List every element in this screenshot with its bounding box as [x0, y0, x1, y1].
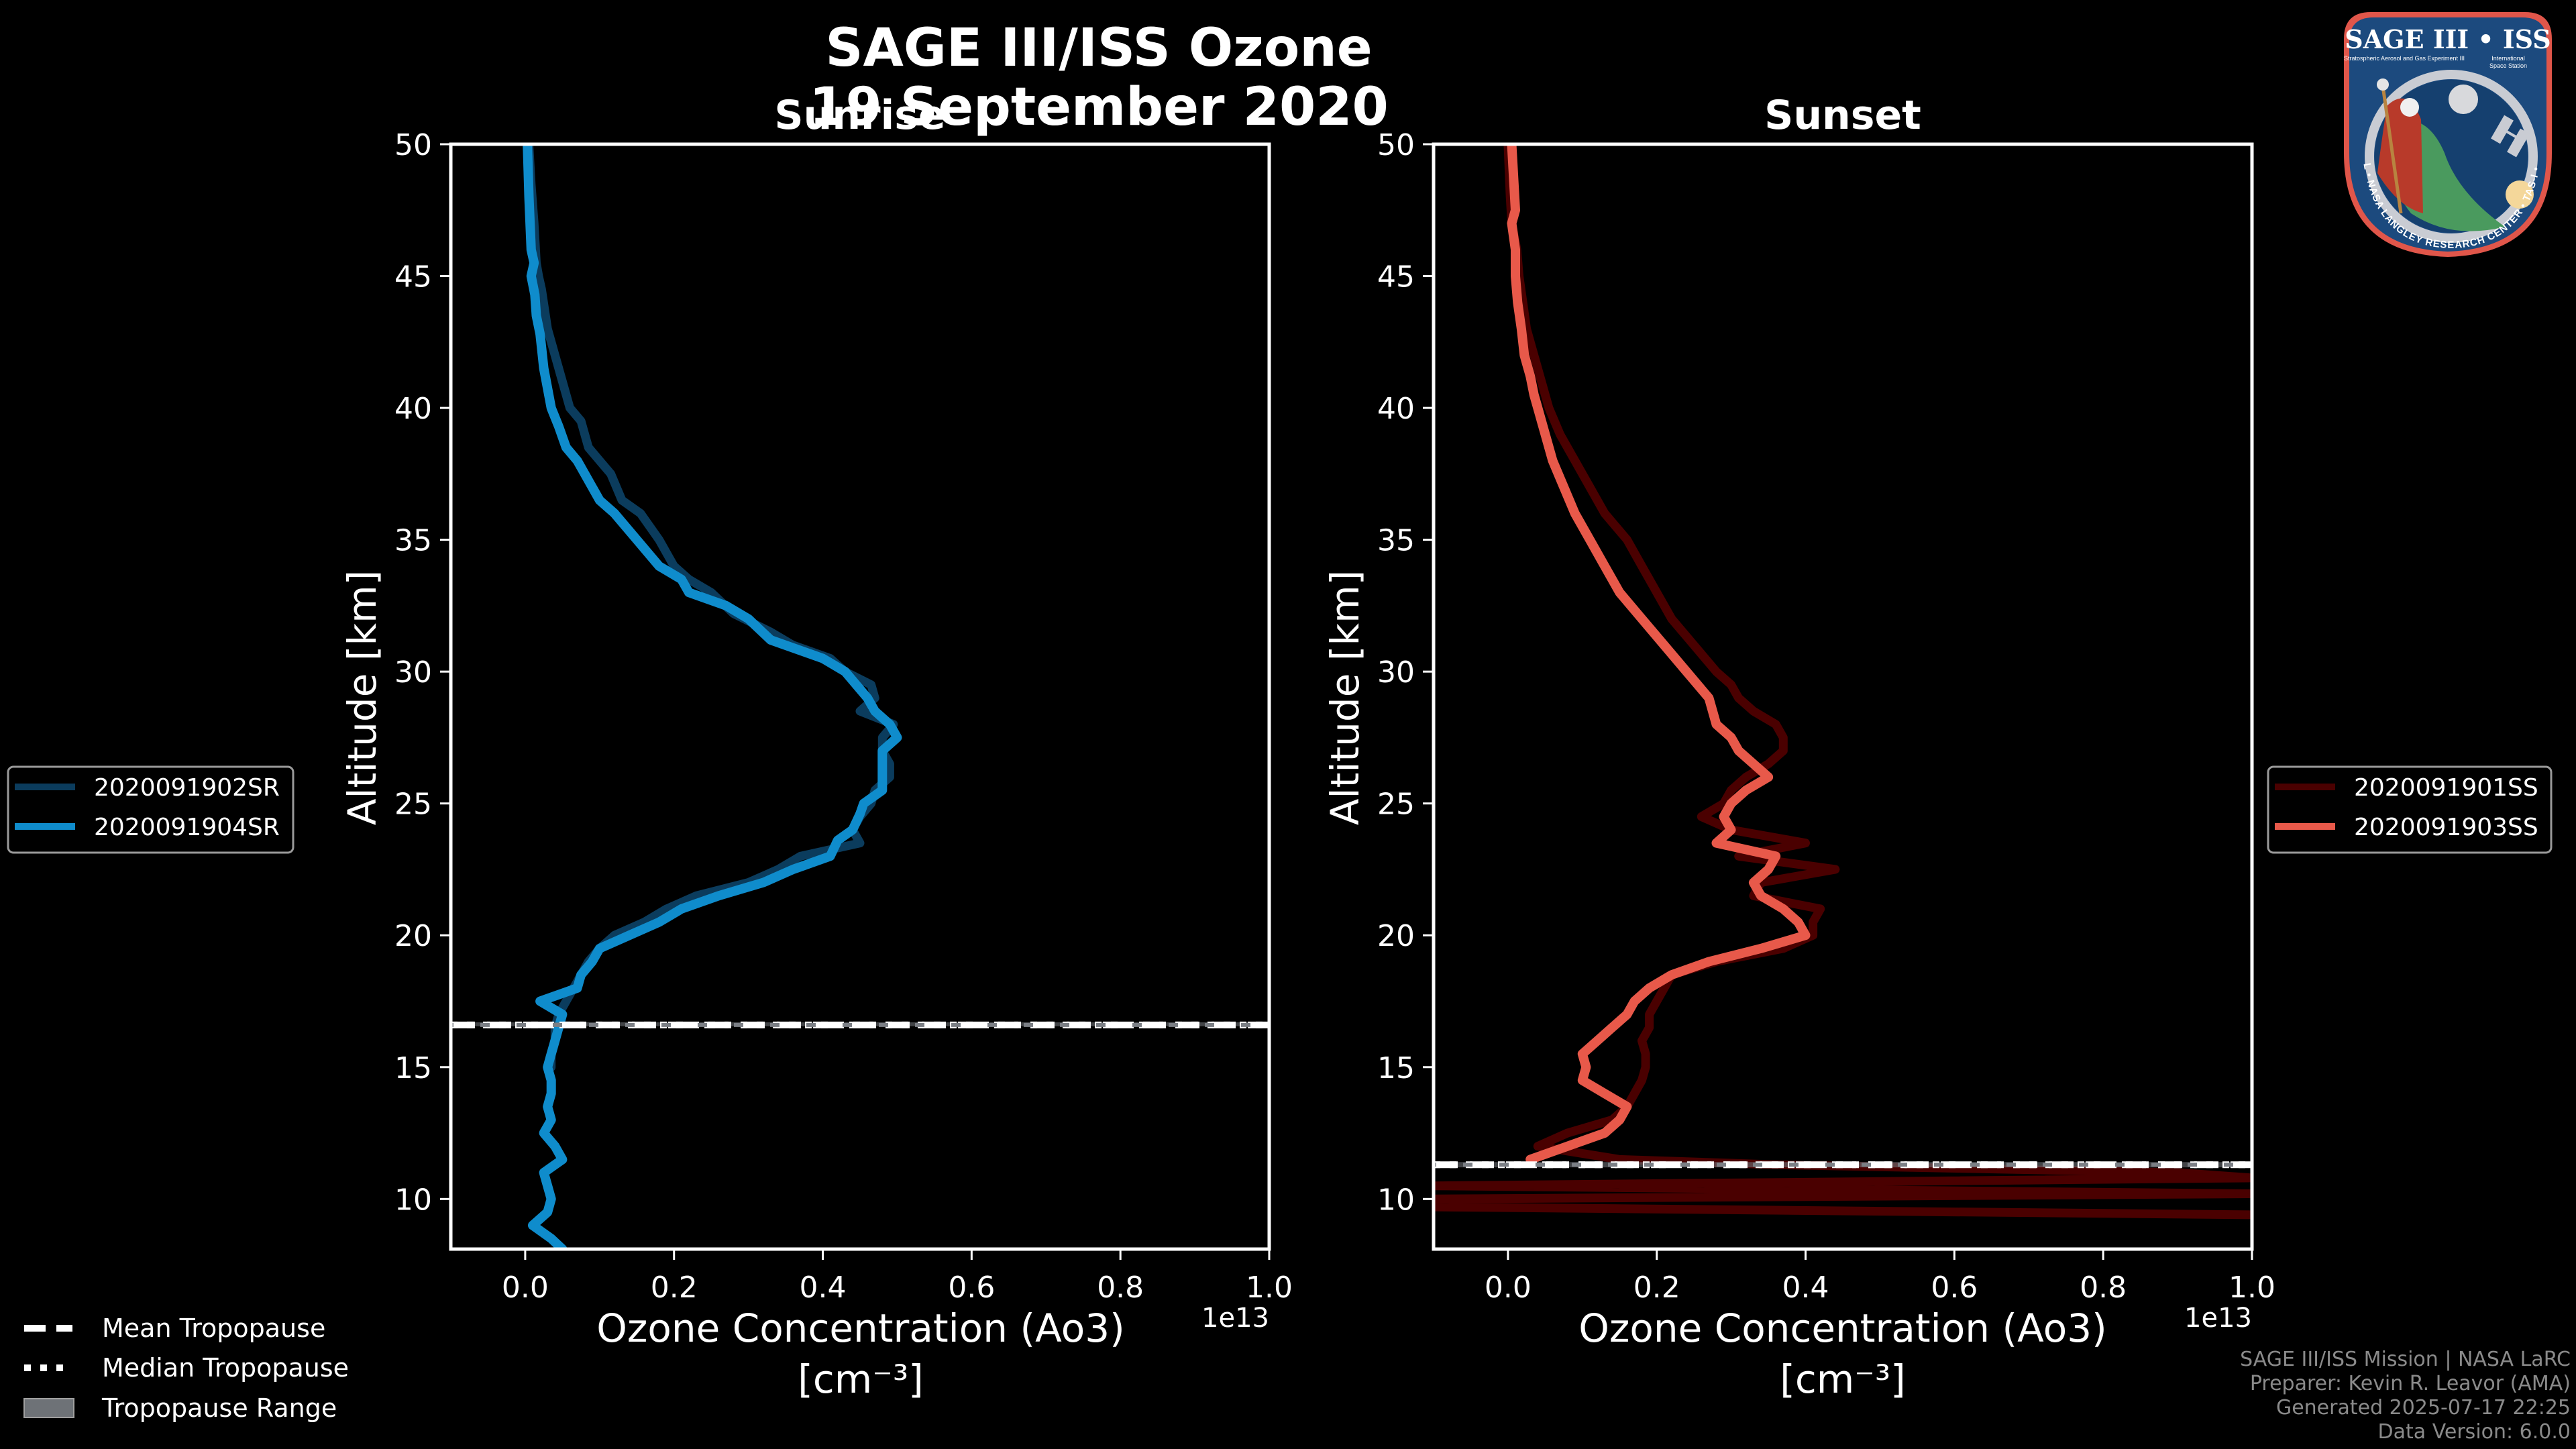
sunset-series-2020091901SS: [1434, 144, 2252, 1220]
sunset-panel: Sunset 0.0 0.2 0.4 0.6 0.8 1.0 10 15 20 25 30 35 40…: [1322, 92, 2275, 1402]
sunrise-x-tick-label: 0.0: [502, 1271, 549, 1305]
sunset-y-tick-label: 20: [1377, 919, 1415, 953]
sunrise-y-axis-label: Altitude [km]: [339, 570, 385, 825]
badge-ring: [2365, 70, 2538, 243]
sunset-clipped-content: [1434, 144, 2252, 1220]
sunrise-legend: 2020091902SR 2020091904SR: [7, 765, 294, 854]
figure-title-line1: SAGE III/ISS Ozone: [825, 18, 1372, 78]
sunrise-x-tick-label: 0.8: [1097, 1271, 1144, 1305]
footer-credits: SAGE III/ISS Mission | NASA LaRC Prepare…: [2240, 1348, 2571, 1444]
sunset-y-tick-label: 15: [1377, 1051, 1415, 1085]
sunrise-legend-frame: [7, 765, 294, 854]
tropopause-range-label: Tropopause Range: [101, 1393, 337, 1423]
sunset-x-tick-label: 0.4: [1782, 1271, 1829, 1305]
sunrise-y-tick-label: 40: [394, 392, 432, 426]
sunrise-panel: Sunrise 0.0 0.2 0.4 0.6 0.8 1.0 10 15 20 25 30 35 4…: [339, 92, 1293, 1402]
sunrise-plot-area: [449, 142, 1271, 1251]
sunrise-axes-frame: [449, 142, 1271, 1251]
sunrise-x-tick-label: 1.0: [1246, 1271, 1293, 1305]
sunset-y-tick-label: 40: [1377, 392, 1415, 426]
sunrise-x-offset-label: 1e13: [1201, 1303, 1269, 1334]
sunset-plot-area: [1432, 142, 2254, 1251]
sunrise-y-tick-label: 50: [394, 128, 432, 162]
sunrise-x-axis-label: Ozone Concentration (Ao3): [596, 1305, 1125, 1351]
sunset-x-axis-units: [cm⁻³]: [1780, 1356, 1906, 1402]
sunrise-y-tick-label: 15: [394, 1051, 432, 1085]
badge-title: SAGE III • ISS: [2345, 24, 2551, 54]
sunrise-x-tick-label: 0.6: [948, 1271, 995, 1305]
sunrise-x-tick-label: 0.4: [800, 1271, 847, 1305]
footer-generated: Generated 2025-07-17 22:25: [2276, 1396, 2571, 1419]
sunrise-clipped-content: [451, 144, 1269, 1249]
sunset-x-tick-label: 0.6: [1931, 1271, 1978, 1305]
sunset-y-tick-label: 50: [1377, 128, 1415, 162]
sunset-panel-title: Sunset: [1764, 92, 1921, 139]
wizard-beard-icon: [2400, 98, 2419, 117]
sunrise-legend-label-0: 2020091902SR: [94, 774, 280, 802]
sunrise-y-tick-label: 10: [394, 1183, 432, 1217]
sunset-y-tick-label: 30: [1377, 655, 1415, 690]
sunset-legend: 2020091901SS 2020091903SS: [2267, 765, 2553, 854]
badge-subtitle-left: Stratospheric Aerosol and Gas Experiment…: [2344, 55, 2465, 62]
sunrise-y-tick-label: 35: [394, 524, 432, 558]
sunset-legend-label-1: 2020091903SS: [2354, 814, 2538, 841]
tropopause-range-swatch: [23, 1398, 74, 1418]
tropopause-legend: Mean Tropopause Median Tropopause Tropop…: [23, 1313, 349, 1423]
footer-data-version: Data Version: 6.0.0: [2378, 1420, 2571, 1444]
sunset-y-axis-label: Altitude [km]: [1322, 570, 1368, 825]
sunset-axes-frame: [1432, 142, 2254, 1251]
footer-mission: SAGE III/ISS Mission | NASA LaRC: [2240, 1348, 2571, 1371]
sunrise-y-tick-label: 25: [394, 788, 432, 822]
sunset-y-tick-label: 10: [1377, 1183, 1415, 1217]
mean-tropopause-label: Mean Tropopause: [102, 1313, 325, 1343]
sunset-series-2020091903SS: [1507, 144, 1811, 1165]
median-tropopause-label: Median Tropopause: [102, 1353, 349, 1383]
sunrise-y-tick-label: 45: [394, 260, 432, 294]
sunrise-x-tick-label: 0.2: [651, 1271, 698, 1305]
sun-icon: [2506, 180, 2534, 209]
badge-subtitle-right-2: Space Station: [2489, 62, 2527, 69]
sunset-x-tick-label: 0.0: [1485, 1271, 1532, 1305]
sunrise-series-2020091904SR: [523, 144, 902, 1249]
figure-title-line2: 19 September 2020: [809, 77, 1389, 138]
sunset-x-tick-label: 1.0: [2229, 1271, 2275, 1305]
badge-subtitle-right-1: International: [2491, 55, 2525, 62]
sunset-x-offset-label: 1e13: [2184, 1303, 2252, 1334]
sunset-x-ticks: 0.0 0.2 0.4 0.6 0.8 1.0: [1485, 1249, 2275, 1305]
sunset-y-tick-label: 35: [1377, 524, 1415, 558]
sunset-y-ticks: 10 15 20 25 30 35 40 45 50: [1377, 128, 1434, 1217]
footer-preparer: Preparer: Kevin R. Leavor (AMA): [2250, 1372, 2571, 1395]
sunrise-x-ticks: 0.0 0.2 0.4 0.6 0.8 1.0: [502, 1249, 1293, 1305]
sage-iii-iss-mission-badge: SAGE III • ISS Stratospheric Aerosol and…: [2340, 3, 2552, 257]
sunrise-y-tick-label: 30: [394, 655, 432, 690]
sunrise-y-tick-label: 20: [394, 919, 432, 953]
sunset-y-tick-label: 45: [1377, 260, 1415, 294]
iss-station-icon: [2491, 115, 2530, 158]
wizard-staff-icon: [2381, 85, 2403, 214]
sunset-legend-frame: [2267, 765, 2553, 854]
sunset-x-axis-label: Ozone Concentration (Ao3): [1578, 1305, 2107, 1351]
sunrise-x-axis-units: [cm⁻³]: [798, 1356, 924, 1402]
sunset-y-tick-label: 25: [1377, 788, 1415, 822]
staff-orb-icon: [2377, 78, 2389, 91]
sunset-x-tick-label: 0.8: [2080, 1271, 2127, 1305]
sunset-x-tick-label: 0.2: [1633, 1271, 1680, 1305]
moon-icon: [2449, 85, 2478, 114]
sunrise-legend-label-1: 2020091904SR: [94, 814, 280, 841]
sunrise-panel-title: Sunrise: [774, 92, 945, 139]
sunrise-y-ticks: 10 15 20 25 30 35 40 45 50: [394, 128, 451, 1217]
sunset-legend-label-0: 2020091901SS: [2354, 774, 2538, 802]
